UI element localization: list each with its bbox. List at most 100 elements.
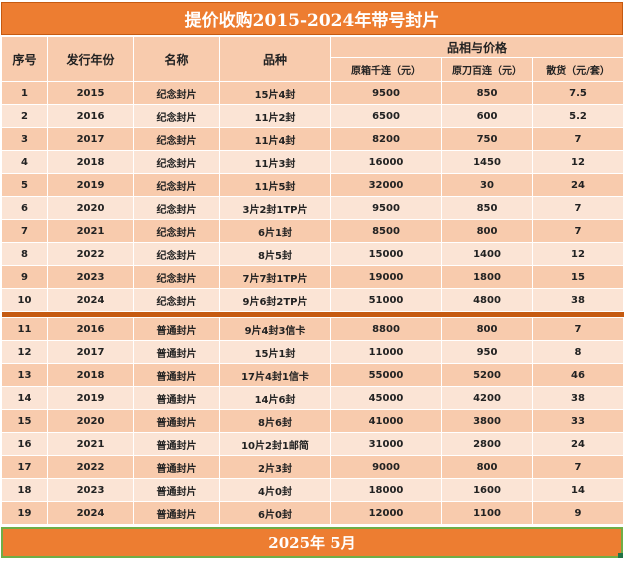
cell-full-box[interactable]: 8800	[330, 317, 442, 341]
cell-year[interactable]: 2024	[47, 501, 134, 525]
cell-variety[interactable]: 11片4封	[219, 127, 331, 151]
cell-knife-pack[interactable]: 600	[441, 104, 533, 128]
cell-full-box[interactable]: 55000	[330, 363, 442, 387]
cell-loose[interactable]: 7.5	[531, 81, 625, 105]
cell-loose[interactable]: 7	[531, 196, 625, 220]
cell-knife-pack[interactable]: 4200	[441, 386, 533, 410]
cell-year[interactable]: 2018	[47, 363, 134, 387]
cell-loose[interactable]: 15	[531, 265, 625, 289]
cell-loose[interactable]: 7	[531, 219, 625, 243]
cell-full-box[interactable]: 8500	[330, 219, 442, 243]
cell-loose[interactable]: 24	[531, 432, 625, 456]
cell-year[interactable]: 2023	[47, 478, 134, 502]
cell-loose[interactable]: 9	[531, 501, 625, 525]
cell-knife-pack[interactable]: 5200	[441, 363, 533, 387]
cell-full-box[interactable]: 6500	[330, 104, 442, 128]
cell-seq[interactable]: 4	[1, 150, 48, 174]
cell-seq[interactable]: 12	[1, 340, 48, 364]
cell-knife-pack[interactable]: 30	[441, 173, 533, 197]
cell-knife-pack[interactable]: 1800	[441, 265, 533, 289]
cell-seq[interactable]: 2	[1, 104, 48, 128]
cell-name[interactable]: 纪念封片	[133, 219, 220, 243]
cell-knife-pack[interactable]: 800	[441, 219, 533, 243]
cell-name[interactable]: 纪念封片	[133, 127, 220, 151]
cell-seq[interactable]: 13	[1, 363, 48, 387]
cell-full-box[interactable]: 41000	[330, 409, 442, 433]
cell-variety[interactable]: 11片2封	[219, 104, 331, 128]
cell-loose[interactable]: 46	[531, 363, 625, 387]
cell-knife-pack[interactable]: 800	[441, 455, 533, 479]
cell-variety[interactable]: 11片3封	[219, 150, 331, 174]
cell-name[interactable]: 普通封片	[133, 409, 220, 433]
cell-loose[interactable]: 12	[531, 242, 625, 266]
cell-name[interactable]: 纪念封片	[133, 81, 220, 105]
cell-seq[interactable]: 10	[1, 288, 48, 312]
cell-seq[interactable]: 9	[1, 265, 48, 289]
cell-loose[interactable]: 24	[531, 173, 625, 197]
cell-name[interactable]: 普通封片	[133, 501, 220, 525]
cell-seq[interactable]: 7	[1, 219, 48, 243]
cell-seq[interactable]: 19	[1, 501, 48, 525]
cell-variety[interactable]: 8片6封	[219, 409, 331, 433]
cell-variety[interactable]: 17片4封1信卡	[219, 363, 331, 387]
cell-year[interactable]: 2021	[47, 432, 134, 456]
cell-variety[interactable]: 9片4封3信卡	[219, 317, 331, 341]
cell-variety[interactable]: 2片3封	[219, 455, 331, 479]
header-name[interactable]: 名称	[133, 36, 220, 82]
cell-variety[interactable]: 15片4封	[219, 81, 331, 105]
cell-seq[interactable]: 18	[1, 478, 48, 502]
cell-full-box[interactable]: 11000	[330, 340, 442, 364]
date-footer[interactable]: 2025年 5月	[1, 527, 623, 558]
header-knife-pack[interactable]: 原刀百连（元）	[441, 57, 533, 82]
cell-full-box[interactable]: 9000	[330, 455, 442, 479]
cell-seq[interactable]: 14	[1, 386, 48, 410]
cell-loose[interactable]: 14	[531, 478, 625, 502]
cell-full-box[interactable]: 19000	[330, 265, 442, 289]
cell-full-box[interactable]: 8200	[330, 127, 442, 151]
cell-year[interactable]: 2020	[47, 409, 134, 433]
cell-full-box[interactable]: 15000	[330, 242, 442, 266]
cell-knife-pack[interactable]: 4800	[441, 288, 533, 312]
cell-variety[interactable]: 9片6封2TP片	[219, 288, 331, 312]
cell-name[interactable]: 普通封片	[133, 340, 220, 364]
cell-seq[interactable]: 1	[1, 81, 48, 105]
cell-loose[interactable]: 5.2	[531, 104, 625, 128]
cell-loose[interactable]: 7	[531, 317, 625, 341]
cell-variety[interactable]: 3片2封1TP片	[219, 196, 331, 220]
cell-year[interactable]: 2019	[47, 173, 134, 197]
cell-loose[interactable]: 12	[531, 150, 625, 174]
cell-name[interactable]: 纪念封片	[133, 265, 220, 289]
cell-year[interactable]: 2024	[47, 288, 134, 312]
header-loose[interactable]: 散货（元/套）	[531, 57, 625, 82]
cell-knife-pack[interactable]: 1600	[441, 478, 533, 502]
cell-name[interactable]: 纪念封片	[133, 104, 220, 128]
cell-full-box[interactable]: 31000	[330, 432, 442, 456]
cell-loose[interactable]: 33	[531, 409, 625, 433]
cell-knife-pack[interactable]: 750	[441, 127, 533, 151]
cell-name[interactable]: 普通封片	[133, 386, 220, 410]
cell-name[interactable]: 普通封片	[133, 317, 220, 341]
cell-full-box[interactable]: 9500	[330, 81, 442, 105]
cell-name[interactable]: 普通封片	[133, 432, 220, 456]
cell-knife-pack[interactable]: 850	[441, 81, 533, 105]
cell-name[interactable]: 纪念封片	[133, 196, 220, 220]
cell-variety[interactable]: 11片5封	[219, 173, 331, 197]
header-year[interactable]: 发行年份	[47, 36, 134, 82]
cell-loose[interactable]: 7	[531, 455, 625, 479]
cell-variety[interactable]: 6片1封	[219, 219, 331, 243]
cell-year[interactable]: 2021	[47, 219, 134, 243]
cell-seq[interactable]: 5	[1, 173, 48, 197]
cell-name[interactable]: 纪念封片	[133, 173, 220, 197]
cell-full-box[interactable]: 16000	[330, 150, 442, 174]
cell-year[interactable]: 2022	[47, 242, 134, 266]
header-full-box[interactable]: 原箱千连（元）	[330, 57, 442, 82]
cell-loose[interactable]: 8	[531, 340, 625, 364]
cell-year[interactable]: 2022	[47, 455, 134, 479]
cell-variety[interactable]: 14片6封	[219, 386, 331, 410]
cell-variety[interactable]: 6片0封	[219, 501, 331, 525]
cell-seq[interactable]: 11	[1, 317, 48, 341]
cell-seq[interactable]: 8	[1, 242, 48, 266]
cell-knife-pack[interactable]: 3800	[441, 409, 533, 433]
cell-seq[interactable]: 17	[1, 455, 48, 479]
cell-year[interactable]: 2017	[47, 127, 134, 151]
